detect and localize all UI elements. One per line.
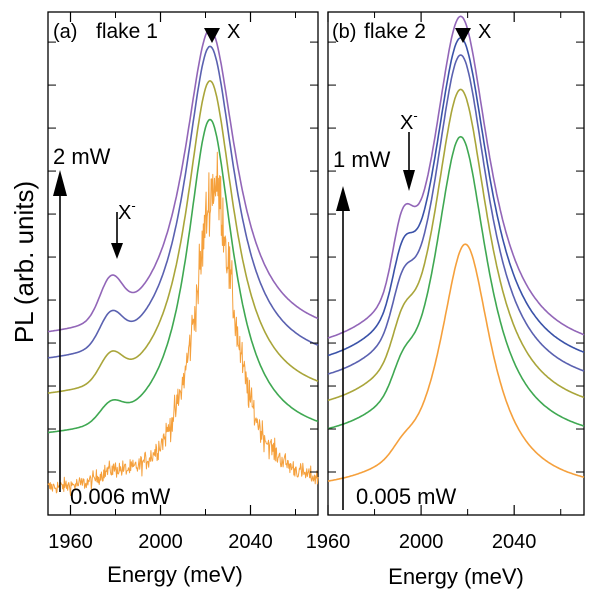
panel-a-title: flake 1 [96, 20, 158, 43]
panel-b-x-tick-label-2000: 2000 [399, 531, 444, 553]
panel-a-series-4 [47, 45, 319, 359]
panel-b-x-tick-label-1960: 1960 [306, 531, 351, 553]
panel-a-trion-arrowhead [111, 243, 123, 259]
panel-b-series-5 [327, 36, 585, 357]
panel-a-power-arrowhead [53, 170, 67, 196]
panel-a-peak-label: X [227, 21, 240, 43]
panel-a-power-low: 0.006 mW [70, 484, 170, 509]
panel-a-series-1 [47, 151, 319, 496]
panel-a-series-5 [47, 28, 319, 333]
panel-b-series-2 [327, 135, 585, 430]
panel-b-power-low: 0.005 mW [356, 484, 456, 509]
panel-a-power-high: 2 mW [53, 144, 111, 169]
panel-a-series-group [47, 28, 319, 496]
panel-b-series-6 [327, 15, 585, 339]
panel-b-power-high: 1 mW [333, 147, 391, 172]
panel-b-trion-label: X- [400, 108, 418, 134]
panel-a-label: (a) [53, 21, 77, 43]
panel-b-trion-arrowhead [403, 170, 415, 191]
panel-a-x-tick-label-2040: 2040 [228, 531, 273, 553]
panel-b-x-tick-label-2040: 2040 [492, 531, 537, 553]
panel-b-power-arrowhead [336, 186, 350, 211]
panel-b-label: (b) [332, 21, 356, 43]
panel-a-series-3 [47, 80, 319, 394]
panel-b-frame [327, 11, 585, 516]
panel-b-peak-marker [455, 28, 471, 43]
panel-a-peak-marker [204, 28, 220, 43]
panel-a-ticks-group: 1960 2000 2040 [48, 12, 318, 553]
panel-a-x-axis-label: Energy (meV) [107, 562, 243, 587]
panel-a-frame [47, 11, 319, 516]
y-axis-label: PL (arb. units) [9, 181, 39, 343]
panel-b-peak-label: X [478, 21, 491, 43]
panel-b-series-1 [327, 243, 585, 482]
panel-b-ticks-group: 1960 2000 2040 [306, 12, 584, 553]
panel-a-x-tick-label-1960: 1960 [48, 531, 93, 553]
panel-a-trion-label-base: X [118, 202, 131, 224]
panel-a-x-tick-label-2000: 2000 [138, 531, 183, 553]
panel-b-x-axis-label: Energy (meV) [388, 564, 524, 589]
panel-b-series-4 [327, 54, 585, 375]
panel-b-series-3 [327, 88, 585, 402]
panel-a-trion-label: X- [118, 198, 136, 224]
panel-b: 1960 2000 2040 (b) flake 2 X X- 1 mW 0.005… [306, 11, 585, 589]
panel-a-trion-label-superscript: - [131, 198, 135, 213]
panel-a-series-2 [47, 118, 319, 434]
panel-a: 1960 2000 2040 (a) flake 1 X X- 2 mW 0.006… [47, 11, 319, 587]
panel-b-series-group [327, 15, 585, 482]
panel-b-trion-label-superscript: - [413, 108, 417, 123]
panel-b-trion-label-base: X [400, 112, 413, 134]
panel-b-title: flake 2 [364, 20, 426, 43]
